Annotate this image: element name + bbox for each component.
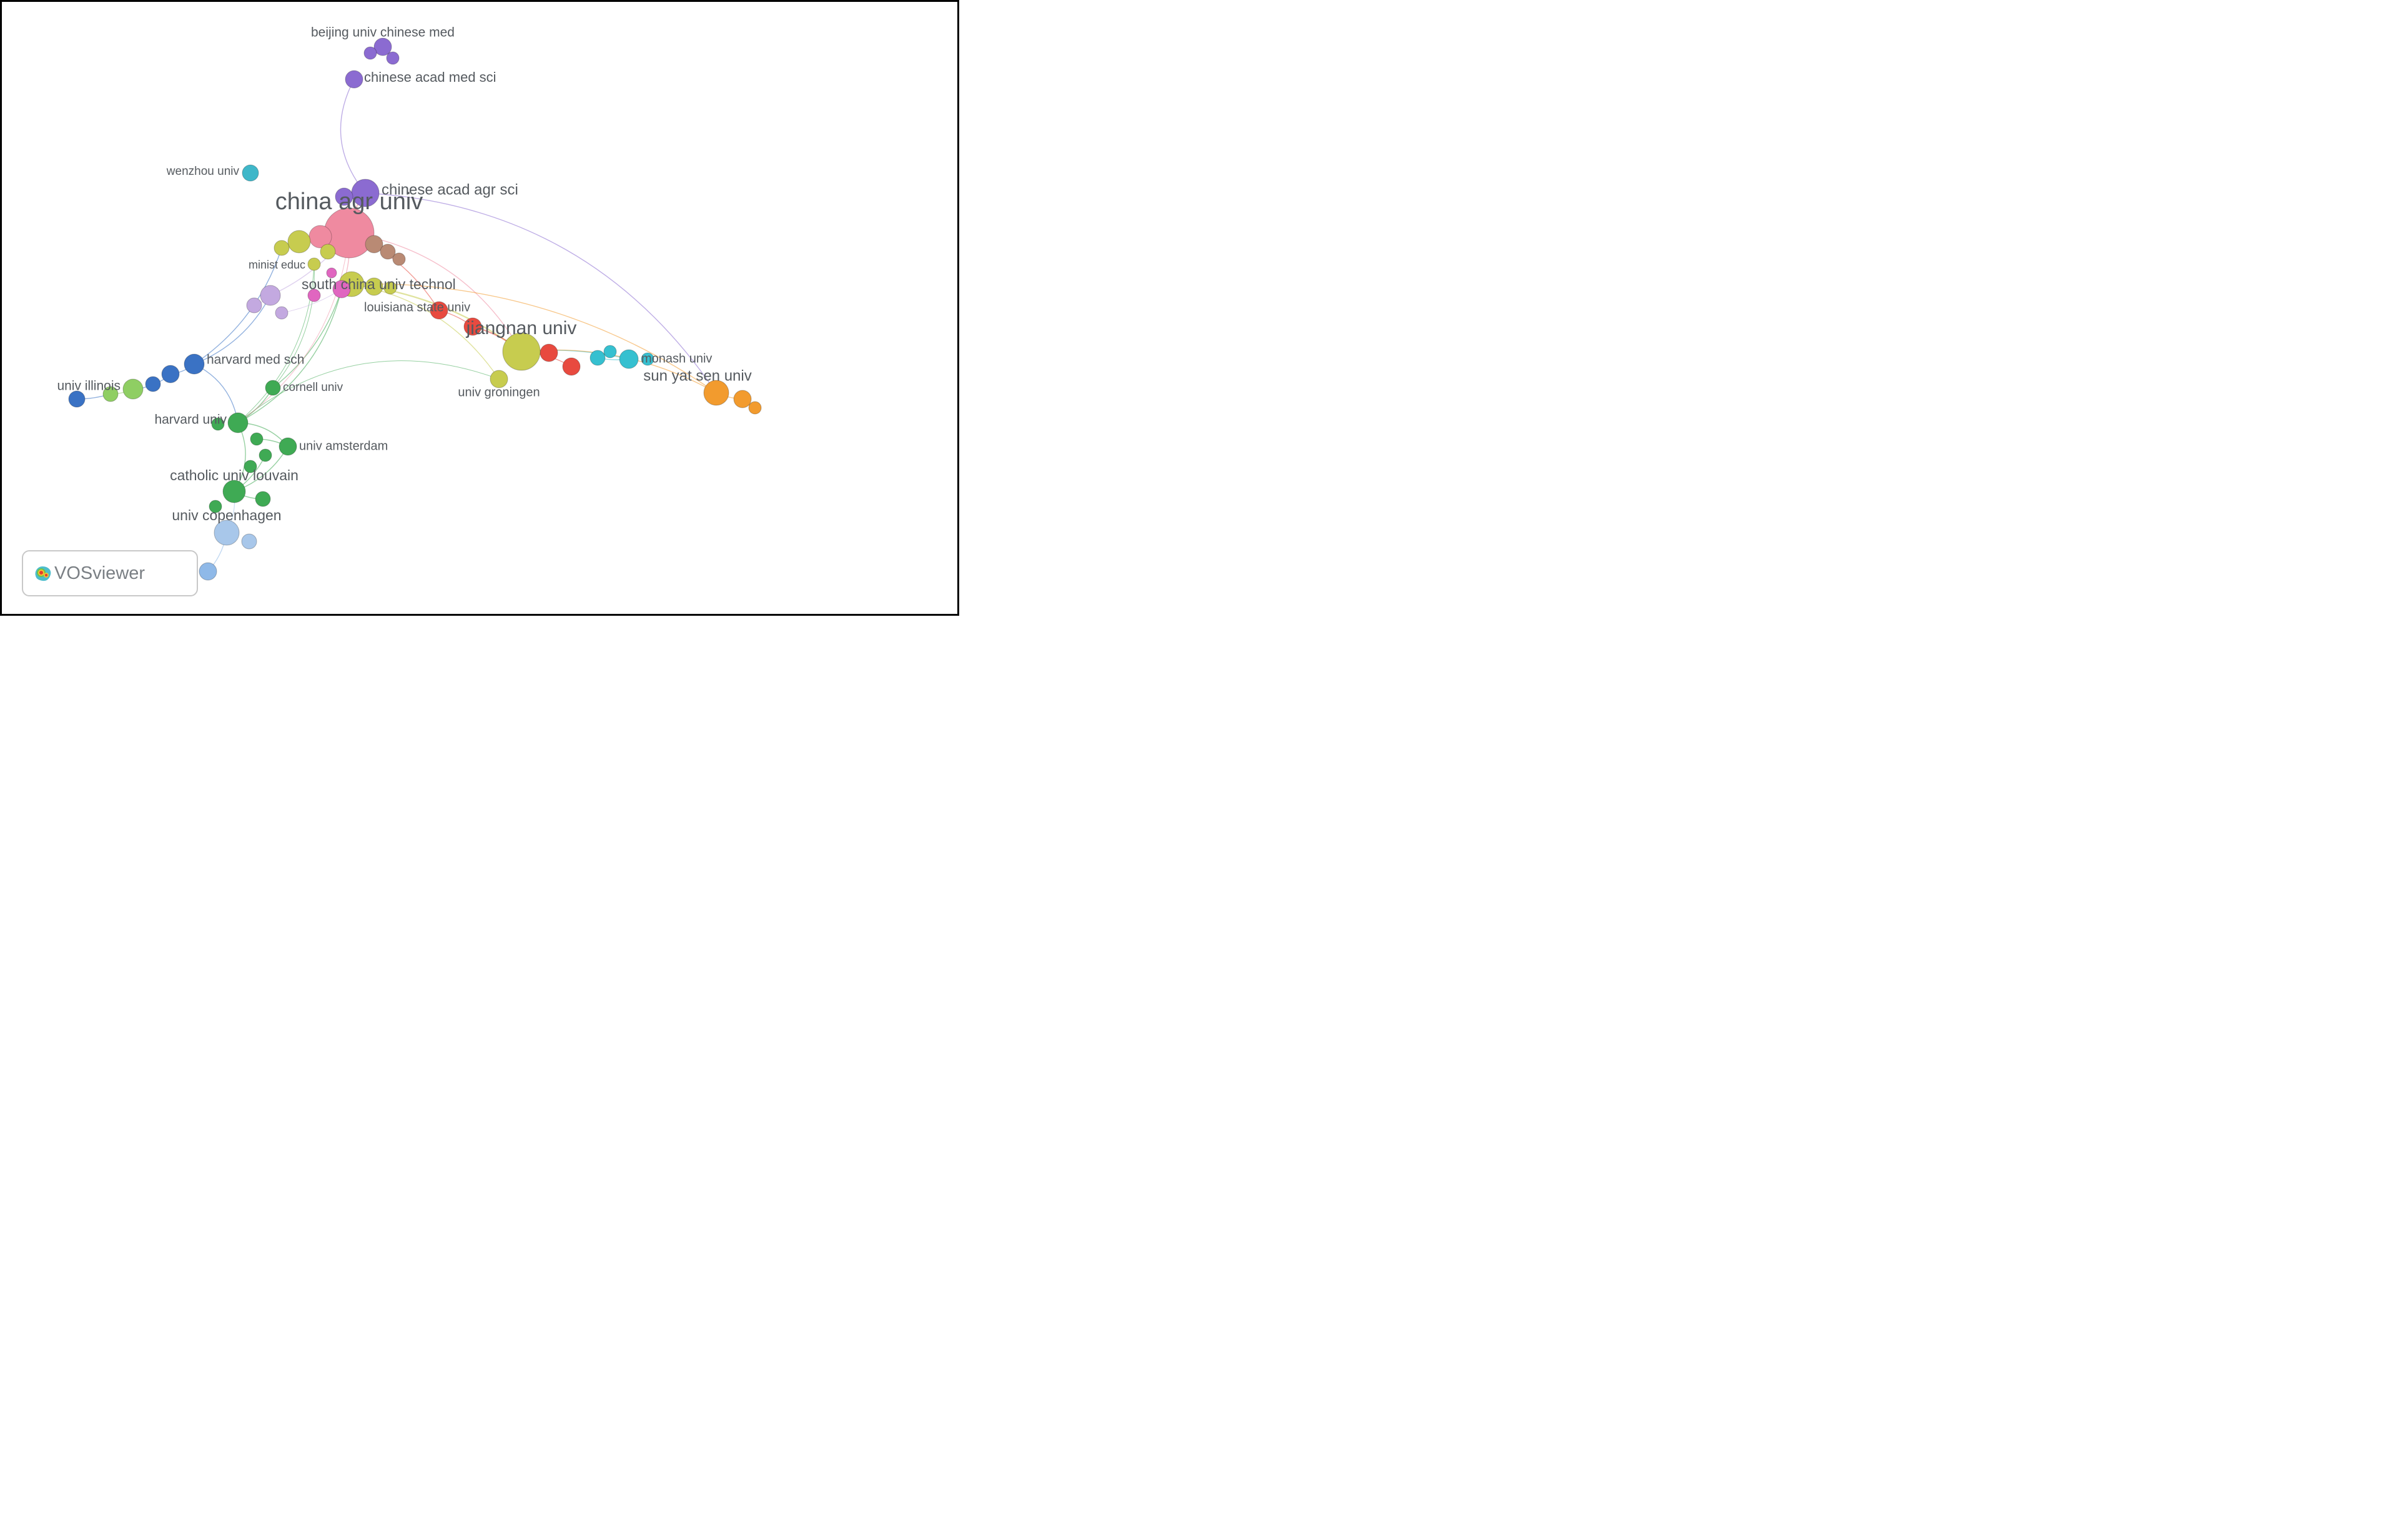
edge xyxy=(340,79,365,193)
node-label: jiangnan univ xyxy=(466,318,577,338)
node-label: harvard med sch xyxy=(207,353,304,367)
node-circle[interactable] xyxy=(345,71,363,88)
node-circle[interactable] xyxy=(123,379,143,399)
node-label: beijing univ chinese med xyxy=(311,26,455,40)
edge xyxy=(273,289,342,388)
node-circle[interactable] xyxy=(503,333,540,370)
node-circle[interactable] xyxy=(279,438,297,455)
node-circle[interactable] xyxy=(162,365,179,383)
node-circle[interactable] xyxy=(223,480,245,503)
node-circle[interactable] xyxy=(184,354,204,374)
network-canvas: beijing univ chinese med chinese acad med… xyxy=(2,2,961,618)
node-label: univ copenhagen xyxy=(172,507,281,523)
node-circle[interactable] xyxy=(590,350,605,365)
labels-layer: beijing univ chinese med chinese acad med… xyxy=(57,26,751,577)
node-circle[interactable] xyxy=(255,491,270,506)
node-label: univ groningen xyxy=(458,385,540,399)
node-label: south china univ technol xyxy=(302,276,456,292)
node-label: minist educ xyxy=(249,259,305,271)
vosviewer-density-icon xyxy=(32,562,54,585)
node-label: china agr univ xyxy=(275,189,423,215)
node-circle[interactable] xyxy=(259,449,272,462)
node-circle[interactable] xyxy=(275,307,288,319)
node-circle[interactable] xyxy=(260,285,280,305)
node-label: univ amsterdam xyxy=(299,439,388,453)
node-circle[interactable] xyxy=(308,258,320,270)
node-circle[interactable] xyxy=(387,52,399,64)
node-circle[interactable] xyxy=(734,390,751,408)
vosviewer-network-frame: beijing univ chinese med chinese acad med… xyxy=(0,0,959,616)
node-circle[interactable] xyxy=(214,520,239,545)
node-circle[interactable] xyxy=(69,391,85,407)
node-circle[interactable] xyxy=(242,534,257,549)
node-label: wenzhou univ xyxy=(166,165,240,178)
node-circle[interactable] xyxy=(247,298,262,313)
node-circle[interactable] xyxy=(563,358,580,375)
node-label: chinese acad med sci xyxy=(364,69,496,85)
node-label: cornell univ xyxy=(283,381,343,394)
node-circle[interactable] xyxy=(749,402,761,414)
vosviewer-logo-text: VOSviewer xyxy=(54,563,145,584)
node-circle[interactable] xyxy=(146,377,160,392)
node-label: catholic univ louvain xyxy=(170,467,299,483)
node-circle[interactable] xyxy=(199,563,217,580)
node-circle[interactable] xyxy=(619,350,638,368)
node-circle[interactable] xyxy=(320,244,335,259)
node-label: sun yat sen univ xyxy=(643,367,751,384)
node-circle[interactable] xyxy=(364,47,377,59)
node-circle[interactable] xyxy=(288,230,310,253)
node-circle[interactable] xyxy=(604,345,616,358)
node-circle[interactable] xyxy=(228,413,248,433)
node-circle[interactable] xyxy=(393,253,405,265)
node-label: louisiana state univ xyxy=(364,300,470,314)
edges-layer xyxy=(77,79,755,571)
node-circle[interactable] xyxy=(265,380,280,395)
node-circle[interactable] xyxy=(540,344,558,362)
node-label: monash univ xyxy=(641,352,712,365)
node-label: harvard univ xyxy=(154,413,227,427)
node-label: univ illinois xyxy=(57,379,121,393)
vosviewer-logo-box: VOSviewer xyxy=(22,550,198,596)
node-circle[interactable] xyxy=(274,240,289,255)
node-circle[interactable] xyxy=(242,165,259,181)
node-circle[interactable] xyxy=(250,433,263,445)
